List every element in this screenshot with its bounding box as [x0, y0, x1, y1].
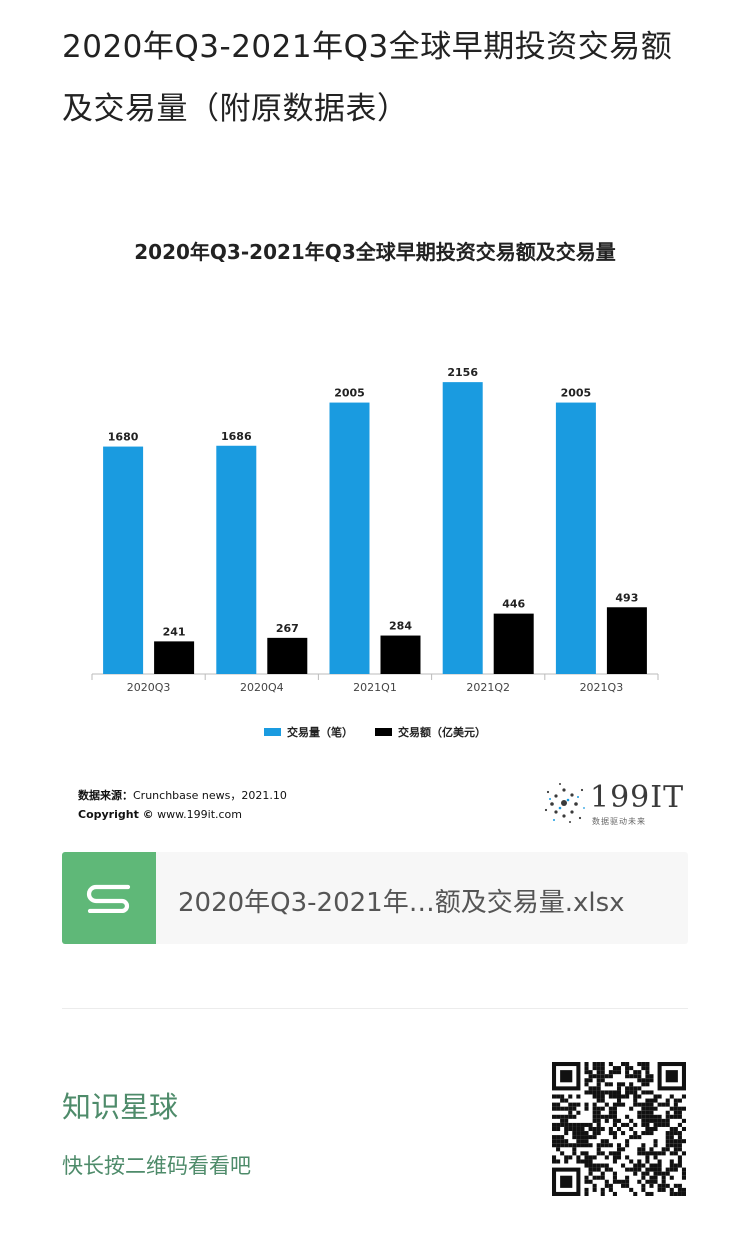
legend-label-volume: 交易量（笔）	[287, 726, 353, 739]
chart-image[interactable]: 1680 241 2020Q3 1686 267 2020Q4 2005 284 2021Q1 2…	[62, 212, 688, 832]
data-label-volume: 2156	[447, 366, 478, 379]
planet-title: 知识星球	[62, 1090, 179, 1124]
legend-item-amount: 交易额（亿美元）	[375, 724, 486, 740]
data-label-amount: 267	[276, 622, 299, 635]
x-tick-label: 2021Q2	[466, 681, 510, 694]
source-text: Crunchbase news，2021.10	[133, 789, 287, 802]
bar-chart: 1680 241 2020Q3 1686 267 2020Q4 2005 284 2021Q1 2…	[91, 366, 659, 694]
dandelion-icon	[544, 783, 585, 823]
x-tick-label: 2021Q1	[353, 681, 397, 694]
legend-swatch-amount	[375, 728, 392, 736]
spreadsheet-s-icon	[62, 852, 156, 944]
data-label-volume: 2005	[334, 387, 365, 400]
bar-volume	[555, 402, 596, 674]
brand-tagline: 数据驱动未来	[592, 817, 646, 826]
article-title: 2020年Q3-2021年Q3全球早期投资交易额及交易量（附原数据表）	[62, 29, 673, 127]
chart-source: 数据来源：Crunchbase news，2021.10 Copyright ©…	[78, 786, 287, 824]
data-label-volume: 1680	[108, 431, 139, 444]
source-label: 数据来源：	[78, 789, 133, 802]
data-label-amount: 446	[502, 598, 525, 611]
legend-swatch-volume	[264, 728, 281, 736]
x-tick-label: 2020Q4	[240, 681, 284, 694]
legend-label-amount: 交易额（亿美元）	[398, 726, 486, 739]
bar-amount	[606, 607, 647, 674]
bar-volume	[442, 382, 483, 674]
bar-amount	[154, 641, 195, 674]
x-tick-label: 2020Q3	[127, 681, 171, 694]
chart-legend: 交易量（笔） 交易额（亿美元）	[62, 724, 688, 740]
x-tick-label: 2021Q3	[580, 681, 624, 694]
chart-title: 2020年Q3-2021年Q3全球早期投资交易额及交易量	[134, 240, 616, 264]
section-divider	[62, 1008, 688, 1009]
data-label-volume: 1686	[221, 430, 252, 443]
data-label-volume: 2005	[561, 387, 592, 400]
data-label-amount: 493	[615, 591, 638, 604]
brand-name: 199IT	[590, 780, 685, 815]
bar-volume	[103, 446, 144, 674]
data-label-amount: 284	[389, 620, 412, 633]
planet-subtitle: 快长按二维码看看吧	[62, 1154, 251, 1178]
data-label-amount: 241	[163, 625, 186, 638]
attachment-card[interactable]: 2020年Q3-2021年…额及交易量.xlsx	[62, 852, 688, 944]
attachment-filename: 2020年Q3-2021年…额及交易量.xlsx	[178, 888, 625, 918]
bar-amount	[267, 637, 308, 674]
bar-volume	[216, 445, 257, 674]
legend-item-volume: 交易量（笔）	[264, 724, 353, 740]
copyright-text: www.199it.com	[157, 808, 243, 821]
bar-amount	[380, 635, 421, 674]
bar-volume	[329, 402, 370, 674]
qr-code[interactable]	[552, 1062, 686, 1196]
bar-amount	[493, 613, 534, 674]
brand-logo: 199IT 数据驱动未来	[540, 778, 683, 828]
copyright-label: Copyright ©	[78, 808, 154, 821]
